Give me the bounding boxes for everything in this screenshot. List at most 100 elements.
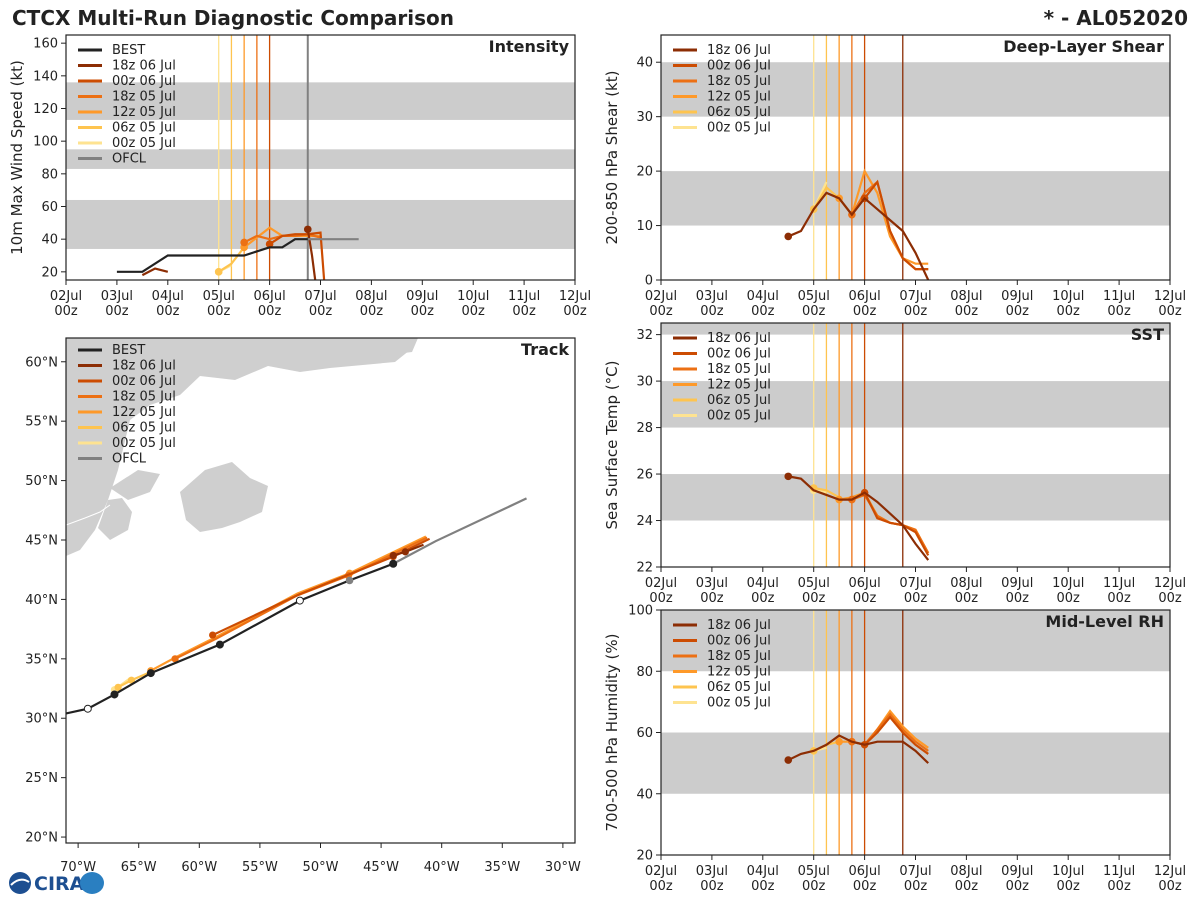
threshold-band [661, 62, 1170, 117]
y-axis-label: Sea Surface Temp (°C) [603, 360, 621, 529]
series-line [813, 486, 840, 499]
legend-label: 00z 06 Jul [112, 374, 176, 389]
lat-tick-label: 20°N [25, 831, 58, 846]
x-tick-label-line: 00z [853, 879, 877, 894]
legend-label: 06z 05 Jul [707, 680, 771, 695]
x-tick-label-line: 05Jul [798, 289, 830, 304]
x-tick-label: 05Jul 00z [798, 289, 830, 319]
x-tick-label: 06Jul 00z [253, 289, 285, 319]
x-tick-label-line: 09Jul [1001, 864, 1033, 879]
x-tick-label-line: 00z [700, 591, 724, 606]
x-tick-label: 03Jul 00z [101, 289, 133, 319]
legend-label: 18z 06 Jul [707, 331, 771, 346]
x-tick-label-line: 00z [207, 304, 231, 319]
x-tick-label-line: 00z [105, 304, 129, 319]
x-tick-label-line: 00z [258, 304, 282, 319]
x-tick-label-line: 00z [649, 304, 673, 319]
best-track-point [295, 596, 304, 605]
panel-title: Track [521, 340, 569, 359]
y-tick-label: 32 [636, 328, 653, 343]
best-track-point [389, 559, 398, 568]
threshold-band [661, 171, 1170, 226]
y-tick-label: 80 [636, 665, 653, 680]
storm-id: * - AL052020 [1044, 6, 1188, 30]
ofcl-start-marker [345, 576, 354, 585]
x-tick-label-line: 02Jul [645, 864, 677, 879]
series-line [863, 179, 929, 271]
y-tick-label: 30 [636, 375, 653, 390]
x-tick-label-line: 00z [955, 879, 979, 894]
x-tick-label: 05Jul 00z [203, 289, 235, 319]
y-tick-label: 20 [636, 849, 653, 864]
x-tick-label-line: 03Jul [696, 289, 728, 304]
legend-label: 00z 05 Jul [707, 121, 771, 136]
y-tick-label: 0 [645, 274, 653, 289]
series-line [269, 231, 326, 280]
series-line [812, 185, 840, 210]
lat-tick-label: 50°N [25, 474, 58, 489]
cira-globe-icon [9, 872, 31, 894]
x-tick-label-line: 00z [1107, 879, 1131, 894]
x-tick-label: 06Jul 00z [848, 576, 880, 606]
x-tick-label-line: 00z [1006, 304, 1030, 319]
x-tick-label-line: 00z [904, 304, 928, 319]
y-axis-label: 200-850 hPa Shear (kt) [603, 71, 621, 245]
x-tick-label-line: 03Jul [696, 864, 728, 879]
x-tick-label-line: 00z [802, 879, 826, 894]
threshold-band [661, 323, 1170, 335]
land-border [66, 504, 111, 526]
x-tick-label-line: 03Jul [101, 289, 133, 304]
x-tick-label: 09Jul 00z [406, 289, 438, 319]
best-track-point [110, 690, 119, 699]
x-tick-label: 08Jul 00z [355, 289, 387, 319]
x-tick-label-line: 10Jul [1052, 289, 1084, 304]
x-tick-label: 02Jul 00z [645, 576, 677, 606]
y-tick-label: 26 [636, 468, 653, 483]
x-tick-label-line: 10Jul [1052, 864, 1084, 879]
y-tick-label: 40 [636, 787, 653, 802]
x-tick-label: 11Jul 00z [1103, 864, 1135, 894]
x-tick-label: 08Jul 00z [950, 576, 982, 606]
x-tick-label-line: 07Jul [304, 289, 336, 304]
series-line [218, 246, 246, 273]
series-line [141, 267, 169, 277]
legend-label: 06z 05 Jul [112, 421, 176, 436]
threshold-band [661, 381, 1170, 428]
x-tick-label: 04Jul 00z [747, 576, 779, 606]
best-track-point [83, 704, 92, 713]
threshold-band [661, 610, 1170, 672]
x-tick-label: 08Jul 00z [950, 289, 982, 319]
legend-label: 00z 06 Jul [707, 59, 771, 74]
land-nova-scotia [98, 498, 132, 540]
x-tick-label: 10Jul 00z [1052, 289, 1084, 319]
land-newfoundland [180, 462, 268, 532]
series-line [787, 191, 930, 280]
y-tick-label: 20 [41, 265, 58, 280]
x-tick-label: 03Jul 00z [696, 576, 728, 606]
y-tick-label: 30 [636, 110, 653, 125]
y-tick-label: 40 [636, 56, 653, 71]
lon-tick-label: 70°W [60, 860, 96, 875]
cira-emblem-icon [80, 872, 104, 894]
land-greenland [350, 338, 418, 356]
y-tick-label: 100 [33, 135, 58, 150]
x-tick-label-line: 00z [649, 591, 673, 606]
x-tick-label-line: 00z [1057, 304, 1081, 319]
panel-title: Intensity [489, 37, 570, 56]
x-tick-label: 03Jul 00z [696, 289, 728, 319]
legend-label: 12z 05 Jul [707, 378, 771, 393]
threshold-band [66, 149, 575, 169]
legend-label: 12z 05 Jul [112, 405, 176, 420]
x-tick-label: 10Jul 00z [1052, 864, 1084, 894]
panel-title: Mid-Level RH [1045, 612, 1164, 631]
series-start-marker [240, 238, 248, 247]
y-axis-label: 10m Max Wind Speed (kt) [8, 60, 26, 255]
x-tick-label-line: 08Jul [950, 289, 982, 304]
y-tick-label: 60 [41, 200, 58, 215]
lon-tick-label: 40°W [424, 860, 460, 875]
lat-tick-label: 45°N [25, 534, 58, 549]
x-tick-label: 02Jul 00z [645, 864, 677, 894]
series-start-marker [784, 756, 793, 764]
legend-label: 18z 06 Jul [112, 59, 176, 74]
